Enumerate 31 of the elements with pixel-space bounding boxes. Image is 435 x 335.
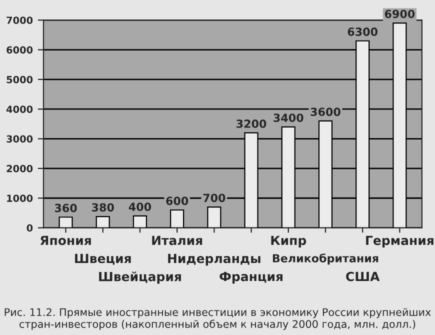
- data-label: 6300: [348, 28, 378, 36]
- bar: [170, 209, 184, 228]
- x-tick-label: Япония: [40, 236, 91, 246]
- x-tick-label: Великобритания: [272, 253, 378, 265]
- data-label: 380: [92, 203, 114, 212]
- data-label: 6900: [384, 10, 415, 18]
- x-tick-label: Италия: [152, 236, 202, 246]
- x-tick-label: Нидерланды: [168, 254, 260, 266]
- data-label: 600: [166, 196, 188, 206]
- y-tick-label: 6000: [6, 46, 33, 54]
- data-label: 3600: [310, 108, 340, 116]
- data-label: 400: [128, 202, 152, 211]
- data-label: 3200: [236, 120, 266, 128]
- y-tick-label: 5000: [6, 76, 33, 84]
- y-tick-label: 4000: [6, 106, 33, 113]
- y-tick-label: 1000: [7, 194, 33, 202]
- y-tick-label: 3000: [6, 135, 33, 143]
- data-label: 700: [203, 194, 226, 202]
- x-tick-label: Швейцария: [99, 272, 181, 284]
- x-tick-label: США: [346, 272, 380, 282]
- text: Рис. 11.2. Прямые иностранные инвестиции в экономику России крупнейших стран-инвесторов (накопленный объем к началу 2000 года, млн. долл.): [4, 308, 431, 330]
- x-tick-label: Германия: [366, 236, 434, 248]
- x-tick-label: Кипр: [271, 236, 306, 248]
- x-tick-label: Франция: [220, 272, 282, 284]
- bar: [207, 206, 222, 228]
- data-label: 3400: [274, 114, 304, 122]
- y-tick-label: 2000: [6, 164, 33, 172]
- y-tick-label: 7000: [6, 16, 33, 24]
- y-tick-label: 0: [26, 224, 33, 232]
- x-tick-label: Швеция: [75, 254, 131, 265]
- data-label: 360: [54, 204, 77, 212]
